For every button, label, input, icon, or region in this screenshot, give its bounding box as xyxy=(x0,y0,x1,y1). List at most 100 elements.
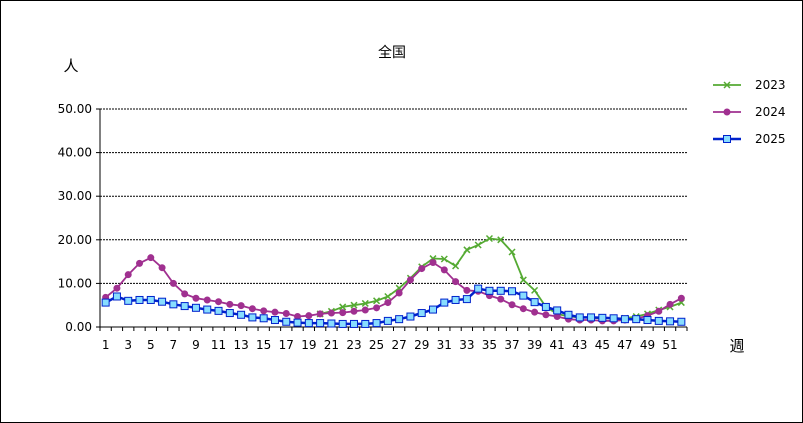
data-point-2024 xyxy=(158,264,166,272)
data-point-2024 xyxy=(237,302,245,310)
data-point-2024 xyxy=(124,271,132,279)
x-tick-label: 17 xyxy=(279,338,294,352)
data-point-2023 xyxy=(361,299,369,307)
data-point-2024 xyxy=(260,307,268,315)
data-point-2025 xyxy=(237,310,246,319)
data-point-2023 xyxy=(350,301,358,309)
data-point-2025 xyxy=(451,295,460,304)
marker-x-stroke xyxy=(373,297,381,305)
data-point-2025 xyxy=(474,284,483,293)
x-tick-label: 35 xyxy=(482,338,497,352)
data-point-2025 xyxy=(191,303,200,312)
data-point-2024 xyxy=(429,258,437,266)
data-point-2024 xyxy=(395,289,403,297)
series-2025 xyxy=(101,284,686,328)
data-point-2023 xyxy=(508,248,516,256)
legend-label: 2023 xyxy=(755,78,786,92)
data-point-2025 xyxy=(609,314,618,323)
series-layer xyxy=(101,234,686,328)
x-tick-label: 9 xyxy=(192,338,200,352)
data-point-2024 xyxy=(406,276,414,284)
data-point-2024 xyxy=(655,307,663,315)
y-axis-unit-label: 人 xyxy=(63,57,78,75)
data-point-2024 xyxy=(497,295,505,303)
data-point-2025 xyxy=(395,315,404,324)
data-point-2023 xyxy=(373,297,381,305)
data-point-2023 xyxy=(519,276,527,284)
legend-label: 2025 xyxy=(755,132,786,146)
data-point-2025 xyxy=(248,313,257,322)
data-point-2025 xyxy=(180,302,189,311)
data-point-2025 xyxy=(485,286,494,295)
data-point-2024 xyxy=(316,310,324,318)
marker-x-stroke xyxy=(350,301,358,309)
data-point-2025 xyxy=(259,314,268,323)
marker-x-stroke xyxy=(485,234,493,243)
legend-item-2023: 2023 xyxy=(713,78,786,92)
chart-title: 全国 xyxy=(378,44,406,61)
legend-label: 2024 xyxy=(755,105,786,119)
data-point-2023 xyxy=(497,236,505,244)
plot-area xyxy=(100,109,687,327)
data-point-2025 xyxy=(383,316,392,325)
y-tick-label: 10.00 xyxy=(58,276,92,290)
data-point-2024 xyxy=(136,259,144,267)
data-point-2025 xyxy=(101,298,110,307)
marker-x-stroke xyxy=(497,236,505,244)
data-point-2024 xyxy=(666,300,674,308)
data-point-2025 xyxy=(519,291,528,300)
x-tick-label: 13 xyxy=(233,338,248,352)
legend: 2023 2024 2025 xyxy=(713,78,786,146)
data-point-2024 xyxy=(361,306,369,314)
x-tick-label: 5 xyxy=(147,338,155,352)
marker-x-stroke xyxy=(463,246,471,254)
data-point-2024 xyxy=(147,254,155,262)
data-point-2024 xyxy=(226,300,234,308)
data-point-2025 xyxy=(553,306,562,315)
data-point-2024 xyxy=(339,309,347,317)
x-tick-label: 19 xyxy=(301,338,316,352)
data-point-2024 xyxy=(373,304,381,312)
x-tick-label: 29 xyxy=(414,338,429,352)
legend-marker xyxy=(723,81,731,89)
data-point-2025 xyxy=(112,292,121,301)
marker-x-stroke xyxy=(723,81,731,89)
y-tick-label: 30.00 xyxy=(58,189,92,203)
data-point-2023 xyxy=(485,234,493,243)
data-point-2025 xyxy=(530,298,539,307)
label-layer: 全国 人 週 xyxy=(63,44,744,355)
marker-x-stroke xyxy=(361,299,369,307)
data-point-2024 xyxy=(452,278,460,286)
x-tick-label: 21 xyxy=(324,338,339,352)
x-axis-unit-label: 週 xyxy=(729,337,744,355)
data-point-2025 xyxy=(632,315,641,324)
data-point-2025 xyxy=(541,302,550,311)
x-tick-label: 3 xyxy=(124,338,132,352)
data-point-2023 xyxy=(452,262,460,270)
x-tick-label: 11 xyxy=(211,338,226,352)
data-point-2024 xyxy=(542,311,550,319)
data-point-2024 xyxy=(519,305,527,313)
data-point-2024 xyxy=(305,312,313,320)
y-tick-label: 50.00 xyxy=(58,102,92,116)
marker-x-stroke xyxy=(384,292,392,301)
x-tick-label: 15 xyxy=(256,338,271,352)
data-point-2023 xyxy=(440,255,448,263)
data-point-2025 xyxy=(338,319,347,328)
legend-marker xyxy=(723,135,731,143)
legend-marker xyxy=(723,108,731,116)
data-point-2023 xyxy=(474,241,482,249)
data-point-2025 xyxy=(575,313,584,322)
data-point-2025 xyxy=(620,315,629,324)
data-point-2025 xyxy=(508,287,517,296)
data-point-2025 xyxy=(349,319,358,328)
data-point-2024 xyxy=(203,296,211,304)
data-point-2025 xyxy=(304,319,313,328)
data-point-2024 xyxy=(553,313,561,321)
data-point-2025 xyxy=(666,317,675,326)
legend-item-2025: 2025 xyxy=(713,132,786,146)
x-tick-label: 39 xyxy=(527,338,542,352)
data-point-2025 xyxy=(135,295,144,304)
